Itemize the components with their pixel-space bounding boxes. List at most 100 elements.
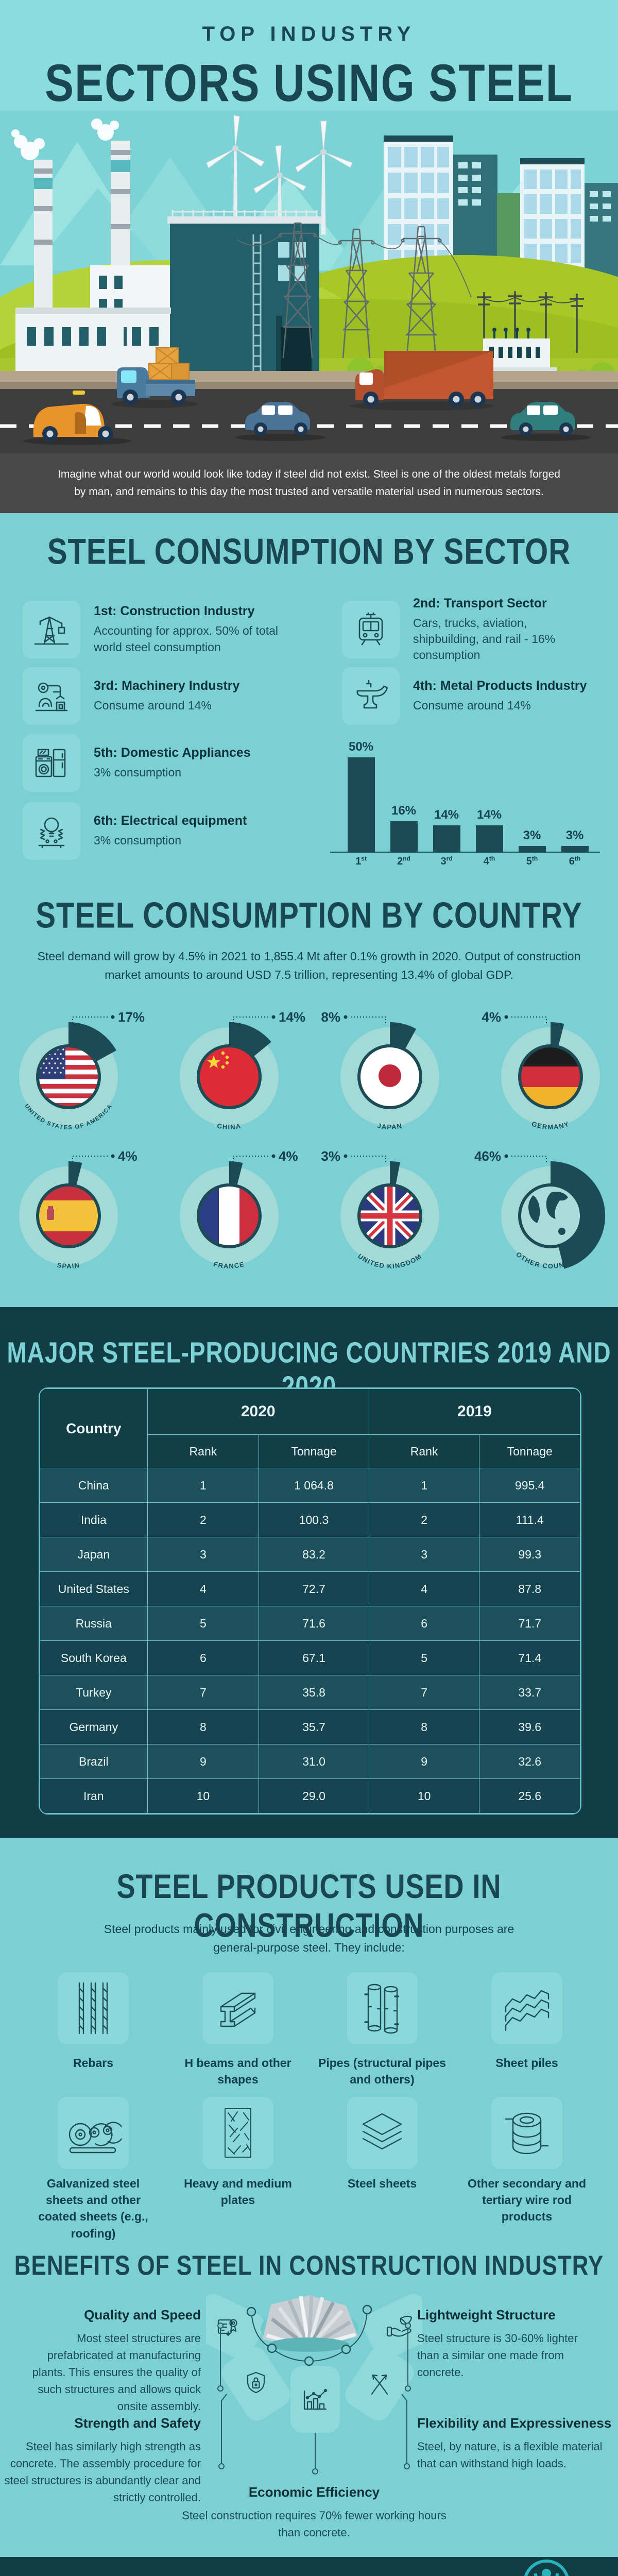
- benefit-title: Flexibility and Expressiveness: [417, 2415, 612, 2431]
- bar-1st: [348, 757, 375, 852]
- header-kicker: TOP INDUSTRY: [202, 23, 416, 45]
- sector-item-appliances: 5th: Domestic Appliances 3% consumption: [23, 734, 300, 792]
- steel-bundle-photo: [263, 2295, 358, 2352]
- country-paragraph: Steel demand will grow by 4.5% in 2021 t…: [37, 950, 581, 982]
- country-donut-spain: 4% SPAIN: [19, 1148, 138, 1270]
- value-cell: 3: [368, 1537, 480, 1572]
- value-cell: 99.3: [479, 1537, 580, 1572]
- country-donut-germany: 4% GERMANY: [482, 1009, 600, 1131]
- products-section-heading: STEEL PRODUCTS USED IN CONSTRUCTION: [116, 1868, 502, 1945]
- table-row: India 2 100.3 2 111.4: [40, 1502, 580, 1537]
- sector-bar-chart: 50% 1st 16% 2nd 14% 3rd 14% 4th 3% 5th 3% 6th: [330, 740, 600, 867]
- value-cell: 2: [147, 1502, 260, 1537]
- anvil-icon: [342, 667, 400, 725]
- value-cell: 83.2: [259, 1537, 369, 1572]
- value-cell: 2: [368, 1502, 480, 1537]
- bar-value-label: 3%: [565, 828, 584, 842]
- sector-item-desc: Cars, trucks, aviation, shipbuilding, an…: [413, 616, 556, 662]
- donut-country-label: CHINA: [216, 1122, 242, 1131]
- globe-icon: [520, 1185, 581, 1247]
- benefits-arc: [246, 2304, 372, 2366]
- table-row: Turkey 7 35.8 7 33.7: [40, 1675, 580, 1710]
- country-cell: Brazil: [40, 1744, 148, 1779]
- product-label: Sheet piles: [495, 2056, 558, 2070]
- donut-percent-label: 8%: [321, 1009, 340, 1025]
- donut-country-label: JAPAN: [376, 1122, 403, 1131]
- value-cell: 100.3: [259, 1502, 369, 1537]
- robot-arm-icon: [23, 667, 80, 725]
- sector-item-construction: 1st: Construction Industry Accounting fo…: [23, 601, 300, 658]
- country-section-heading: STEEL CONSUMPTION BY COUNTRY: [36, 895, 582, 936]
- donut-percent-label: 46%: [474, 1148, 501, 1164]
- benefit-desc: Steel has similarly high strength as con…: [4, 2440, 201, 2504]
- cargo-pickup: [111, 347, 198, 408]
- donut-percent-label: 4%: [482, 1009, 501, 1025]
- sector-item-metal-products: 4th: Metal Products Industry Consume aro…: [342, 667, 593, 725]
- value-cell: 4: [368, 1571, 480, 1606]
- benefit-desc: Steel structure is 30-60% lighter than a…: [417, 2332, 578, 2379]
- table-row: Japan 3 83.2 3 99.3: [40, 1537, 580, 1572]
- country-cell: Russia: [40, 1606, 148, 1641]
- country-donut-usa: 17% UNITED STATES OF AMERICA: [19, 1009, 145, 1131]
- bar-value-label: 14%: [434, 808, 459, 822]
- sector-item-title: 2nd: Transport Sector: [413, 596, 547, 611]
- country-cell: Germany: [40, 1709, 148, 1744]
- producing-countries-section: MAJOR STEEL-PRODUCING COUNTRIES 2019 AND…: [0, 1307, 618, 1838]
- donut-country-label: SPAIN: [57, 1261, 81, 1270]
- country-cell: Iran: [40, 1778, 148, 1814]
- value-cell: 32.6: [479, 1744, 580, 1779]
- value-cell: 8: [147, 1709, 260, 1744]
- power-poles: [477, 291, 584, 353]
- donut-percent-label: 3%: [321, 1148, 340, 1164]
- sector-item-transport: 2nd: Transport Sector Cars, trucks, avia…: [342, 596, 593, 662]
- wire-rod-icon: [491, 2097, 562, 2169]
- col-header-rank-2020: Rank: [147, 1434, 260, 1468]
- blue-car: [235, 402, 326, 441]
- country-cell: United States: [40, 1571, 148, 1606]
- product-label: H beams and other shapes: [184, 2056, 291, 2087]
- table-row: Russia 5 71.6 6 71.7: [40, 1606, 580, 1641]
- value-cell: 8: [368, 1709, 480, 1744]
- flag-uk: [359, 1185, 421, 1247]
- bar-3rd: [433, 825, 460, 852]
- bar-4th: [476, 825, 503, 852]
- h-beam-icon: [202, 1972, 273, 2044]
- value-cell: 71.6: [259, 1606, 369, 1641]
- orange-van: [23, 391, 131, 445]
- bar-tick-label: 2nd: [397, 855, 410, 867]
- country-donut-other: 46% OTHER COUNTRIES: [474, 1148, 606, 1270]
- value-cell: 71.4: [479, 1640, 580, 1675]
- header-section: TOP INDUSTRY SECTORS USING STEEL: [0, 0, 618, 112]
- sector-item-desc: 3% consumption: [94, 833, 182, 847]
- country-cell: Japan: [40, 1537, 148, 1572]
- tram-icon: [342, 601, 400, 658]
- value-cell: 5: [368, 1640, 480, 1675]
- value-cell: 33.7: [479, 1675, 580, 1710]
- country-cell: Turkey: [40, 1675, 148, 1710]
- bar-tick-label: 6th: [569, 855, 581, 867]
- value-cell: 1 064.8: [259, 1468, 369, 1503]
- value-cell: 6: [147, 1640, 260, 1675]
- value-cell: 3: [147, 1537, 260, 1572]
- sector-item-desc: Consume around 14%: [413, 698, 531, 712]
- value-cell: 111.4: [479, 1502, 580, 1537]
- crossed-arrows-icon: [371, 2374, 388, 2395]
- donut-percent-label: 4%: [279, 1148, 298, 1164]
- donut-percent-label: 4%: [118, 1148, 138, 1164]
- value-cell: 4: [147, 1571, 260, 1606]
- value-cell: 9: [147, 1744, 260, 1779]
- rebars-icon: [58, 1972, 129, 2044]
- value-cell: 31.0: [259, 1744, 369, 1779]
- benefit-desc: Most steel structures are prefabricated …: [32, 2332, 201, 2413]
- bar-tick-label: 3rd: [440, 855, 453, 867]
- country-donut-china: 14% CHINA: [180, 1009, 305, 1131]
- product-label: Rebars: [73, 2056, 113, 2070]
- sheet-piles-icon: [491, 1972, 562, 2044]
- sector-item-electrical: 6th: Electrical equipment 3% consumption: [23, 802, 300, 860]
- country-donut-japan: 8% JAPAN: [321, 1009, 439, 1131]
- table-row: South Korea 6 67.1 5 71.4: [40, 1640, 580, 1675]
- col-header-rank-2019: Rank: [368, 1434, 480, 1468]
- table-row: United States 4 72.7 4 87.8: [40, 1571, 580, 1606]
- viking-logo-icon: [524, 2560, 569, 2576]
